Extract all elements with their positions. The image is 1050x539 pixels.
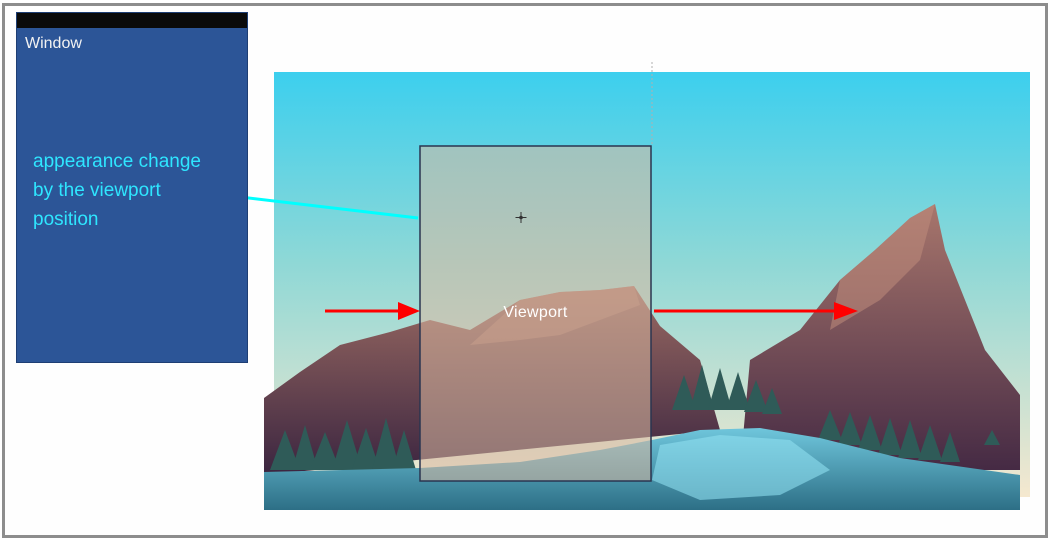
right-forest <box>818 410 1000 462</box>
middle-forest <box>672 365 782 414</box>
right-mountain <box>740 204 1020 470</box>
left-forest <box>270 418 416 470</box>
pointer-arrow-line <box>231 194 419 220</box>
window-title: Window <box>25 35 82 52</box>
motion-arrow-right-head <box>834 302 858 320</box>
window-panel: Window <box>16 12 248 363</box>
motion-arrow-left-head <box>398 302 420 320</box>
window-titlebar <box>17 13 247 28</box>
viewport-label: Viewport <box>503 304 568 321</box>
lake-highlight <box>652 435 830 500</box>
annotation-text: appearance change by the viewport positi… <box>33 151 201 230</box>
move-cursor-icon <box>515 212 527 223</box>
right-mountain-highlight <box>830 204 935 330</box>
viewport-rect[interactable] <box>419 145 652 482</box>
